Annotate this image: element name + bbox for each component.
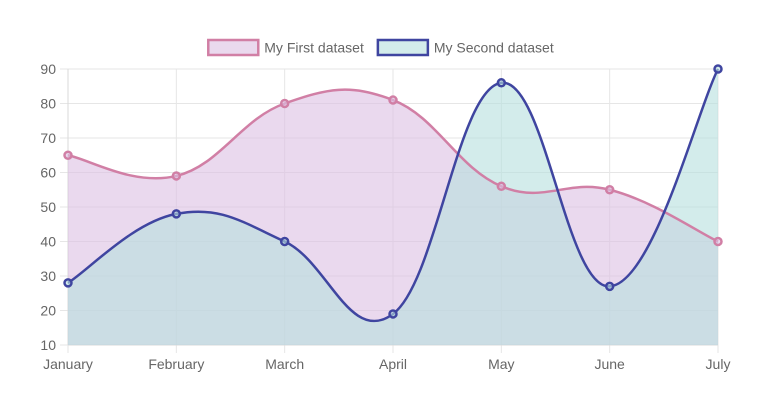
series-2-line: [67, 68, 720, 323]
series-1-point[interactable]: [496, 181, 507, 192]
y-tick-label: 10: [40, 337, 56, 353]
series-1-point[interactable]: [604, 185, 615, 195]
legend-item-2[interactable]: My Second dataset: [376, 38, 554, 57]
x-tick-label: February: [148, 356, 204, 372]
y-tick-label: 50: [40, 199, 56, 215]
series-1-point[interactable]: [279, 98, 290, 109]
y-tick-label: 90: [40, 61, 56, 77]
chart-legend: My First dataset My Second dataset: [207, 38, 554, 57]
series-1-point[interactable]: [63, 150, 73, 160]
y-tick-label: 70: [40, 130, 56, 146]
series-2-point[interactable]: [713, 64, 723, 74]
legend-item-1[interactable]: My First dataset: [207, 38, 364, 57]
x-tick-label: March: [265, 356, 304, 372]
series-1-point[interactable]: [171, 171, 182, 181]
series-2-point[interactable]: [279, 236, 290, 247]
series-2-point[interactable]: [63, 278, 73, 288]
legend-swatch: [376, 38, 430, 57]
series-2-point[interactable]: [604, 281, 615, 292]
x-axis: January February March April May June July: [43, 356, 730, 372]
x-tick-label: January: [43, 356, 93, 372]
legend-label: My Second dataset: [434, 40, 554, 56]
x-tick-label: May: [488, 356, 514, 372]
series-1-point[interactable]: [388, 95, 398, 105]
y-tick-label: 20: [40, 303, 56, 319]
series-2-point[interactable]: [388, 309, 398, 319]
legend-swatch: [207, 38, 260, 57]
series-2-area: [68, 69, 718, 345]
legend-label: My First dataset: [264, 40, 364, 56]
chart-areas: [68, 69, 718, 345]
y-axis: 10 20 30 40 50 60 70 80 90: [40, 61, 56, 353]
chart-points: [63, 64, 723, 319]
series-2-point[interactable]: [171, 209, 182, 219]
y-tick-label: 40: [40, 234, 56, 250]
series-1-point[interactable]: [713, 236, 723, 247]
x-tick-label: June: [594, 356, 625, 372]
x-tick-label: July: [706, 356, 731, 372]
x-tick-label: April: [379, 356, 407, 372]
y-tick-label: 80: [40, 96, 56, 112]
y-tick-label: 60: [40, 165, 56, 181]
series-2-point[interactable]: [496, 78, 507, 88]
y-tick-label: 30: [40, 268, 56, 284]
